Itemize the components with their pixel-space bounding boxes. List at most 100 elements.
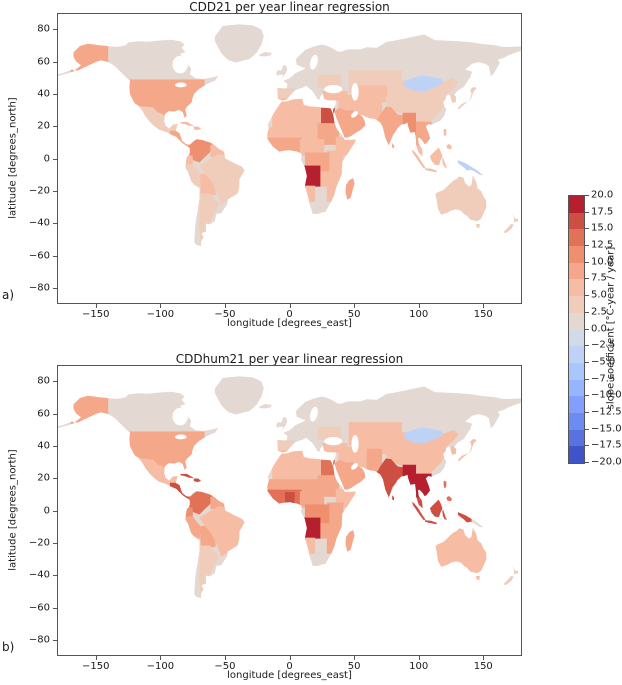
colorbar-tick-label: 15.0 <box>591 222 614 234</box>
x-tick-label-a: −150 <box>82 309 110 320</box>
x-tick-label-b: −50 <box>214 661 236 672</box>
inland-water <box>309 406 318 422</box>
world-map-a <box>58 24 521 247</box>
y-tick-label-b: 0 <box>43 505 50 516</box>
colorbar-tick <box>585 428 589 430</box>
region-mexico <box>138 457 178 488</box>
colorbar-tick <box>585 195 589 196</box>
region-sahel <box>267 479 321 492</box>
region-cameroon-car <box>299 491 325 508</box>
x-tick-label-a: −50 <box>214 309 236 320</box>
x-tick-b <box>224 656 226 660</box>
plot-title-b: CDDhum21 per year linear regression <box>175 352 404 366</box>
region-peru <box>184 516 202 540</box>
region-saudi-arabia <box>333 459 366 490</box>
colorbar-segment <box>569 246 584 263</box>
x-tick-a <box>95 304 97 308</box>
colorbar-segment <box>569 279 584 297</box>
x-tick-label-a: −100 <box>146 309 175 320</box>
y-tick-label-b: 80 <box>37 375 50 387</box>
region-new-guinea-east <box>471 156 485 178</box>
colorbar-segment <box>569 262 584 280</box>
inland-water <box>351 435 359 453</box>
region-cuba <box>180 473 195 479</box>
region-central-america <box>169 482 191 501</box>
colorbar-tick <box>585 395 589 397</box>
y-tick-label-b: 60 <box>37 408 50 419</box>
region-madagascar <box>344 177 356 201</box>
x-tick-b <box>289 656 291 660</box>
region-japan <box>457 439 477 462</box>
y-tick-label-b: −80 <box>28 634 50 646</box>
region-philippines <box>439 127 453 151</box>
colorbar-segment <box>569 412 584 430</box>
colorbar-tick <box>585 345 589 347</box>
region-east-africa <box>326 150 344 178</box>
region-india <box>391 494 395 502</box>
y-tick-b <box>53 478 57 480</box>
y-tick-a <box>53 61 57 63</box>
region-colombia-venezuela <box>187 138 213 163</box>
region-alaska <box>70 394 109 429</box>
region-malaysia-indonesia <box>411 497 449 526</box>
inland-water <box>350 111 358 118</box>
region-europe-west <box>275 420 311 442</box>
y-tick-a <box>53 29 57 31</box>
colorbar-tick-label: −5.0 <box>591 356 616 368</box>
region-usa <box>122 79 205 118</box>
colorbar-tick-label: −17.5 <box>591 439 622 451</box>
y-tick-a <box>53 190 57 192</box>
x-tick-label-b: 150 <box>473 661 493 672</box>
y-tick-label-a: −60 <box>28 250 50 261</box>
colorbar-tick <box>585 278 589 280</box>
y-tick-a <box>53 223 57 225</box>
region-sahel <box>267 127 321 140</box>
region-namibia <box>303 537 316 558</box>
region-morocco <box>272 100 289 116</box>
colorbar-segment <box>569 296 584 313</box>
colorbar-segment <box>569 379 584 397</box>
y-tick-label-b: −40 <box>28 569 50 581</box>
y-tick-label-b: −60 <box>28 602 50 613</box>
colorbar-tick <box>585 228 589 230</box>
colorbar-tick <box>585 245 589 247</box>
plot-title-a: CDD21 per year linear regression <box>189 0 390 14</box>
colorbar <box>568 195 585 464</box>
colorbar-segment <box>569 396 584 413</box>
colorbar-segment <box>569 346 584 363</box>
region-egypt <box>321 107 335 124</box>
colorbar-tick <box>585 295 589 297</box>
region-botswana <box>315 538 327 554</box>
inland-water <box>175 434 187 440</box>
y-tick-label-a: 60 <box>37 56 50 67</box>
colorbar-tick-label: 17.5 <box>591 206 614 218</box>
panel-label-a: a) <box>2 288 15 302</box>
land-base <box>58 24 521 247</box>
colorbar-segment <box>569 429 584 447</box>
x-tick-label-a: 150 <box>473 309 493 320</box>
inland-water <box>324 436 343 446</box>
colorbar-tick-label: −12.5 <box>591 406 622 418</box>
region-ecuador <box>184 507 193 519</box>
map-axes-a <box>57 13 522 304</box>
region-south-africa <box>310 553 332 568</box>
colorbar-segment <box>569 312 584 330</box>
region-china <box>385 430 459 474</box>
x-tick-label-a: 50 <box>347 309 361 320</box>
region-turkey <box>322 443 348 453</box>
region-mongolia <box>402 75 444 92</box>
x-tick-a <box>354 304 356 308</box>
region-korea <box>450 94 457 105</box>
region-bangladesh-myanmar <box>402 464 417 489</box>
region-hispaniola <box>193 126 202 131</box>
colorbar-segment <box>569 362 584 380</box>
y-tick-a <box>53 93 57 95</box>
region-southeast-asia <box>415 473 432 498</box>
region-saudi-arabia <box>333 107 366 138</box>
region-korea <box>450 446 457 457</box>
colorbar-tick-label: −10.0 <box>591 389 622 401</box>
colorbar-tick-label: −2.5 <box>591 339 616 351</box>
region-new-guinea-west <box>455 508 472 530</box>
region-morocco <box>272 452 289 468</box>
